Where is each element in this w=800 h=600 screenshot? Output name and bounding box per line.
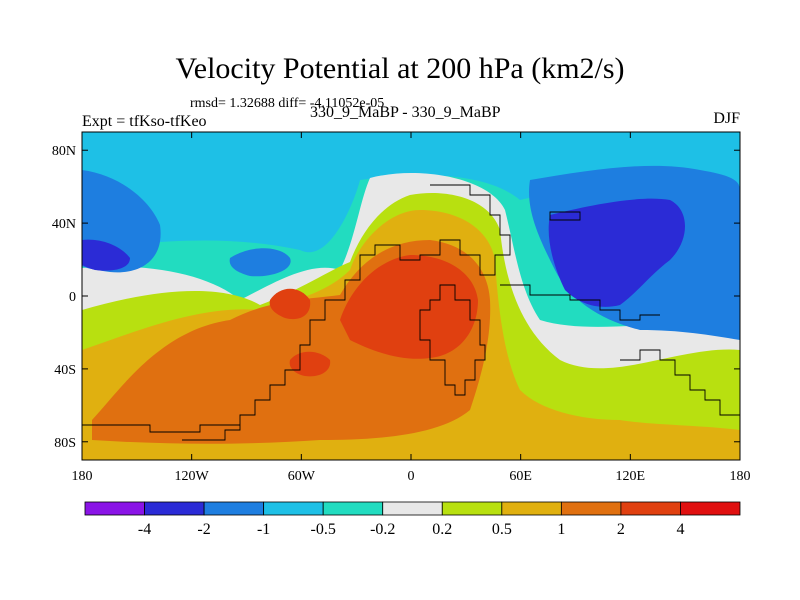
colorbar-label: 1 bbox=[557, 521, 565, 538]
stats-label: rmsd= 1.32688 diff= -4.11052e-05 bbox=[190, 96, 385, 111]
y-tick-label: 40S bbox=[54, 363, 76, 378]
colorbar-swatch bbox=[501, 501, 562, 516]
runs-label: 330_9_MaBP - 330_9_MaBP bbox=[310, 104, 501, 121]
field-central-pacific-core bbox=[82, 239, 130, 271]
colorbar-swatch bbox=[560, 501, 622, 516]
season-label: DJF bbox=[713, 110, 740, 127]
colorbar-swatch bbox=[620, 501, 681, 516]
experiment-label: Expt = tfKso-tfKeo bbox=[82, 113, 207, 130]
y-tick-label: 80N bbox=[52, 144, 76, 159]
coastline-asia bbox=[500, 284, 660, 321]
coastline-americas bbox=[182, 184, 511, 441]
x-tick-label: 60W bbox=[288, 469, 316, 484]
y-tick-label: 0 bbox=[69, 290, 76, 305]
field-west-negative bbox=[229, 248, 291, 277]
colorbar-swatch bbox=[203, 501, 265, 516]
y-tick-label: 80S bbox=[54, 436, 76, 451]
x-tick-label: 180 bbox=[72, 469, 93, 484]
colorbar-label: -0.2 bbox=[370, 521, 395, 538]
colorbar-label: -4 bbox=[138, 521, 151, 538]
x-tick-label: 0 bbox=[408, 469, 415, 484]
colorbar-label: 2 bbox=[617, 521, 625, 538]
colorbar-label: -1 bbox=[257, 521, 270, 538]
y-tick-label: 40N bbox=[52, 217, 76, 232]
colorbar: -4 -2 -1 -0.5 -0.2 0.2 0.5 1 2 4 bbox=[84, 501, 741, 538]
x-tick-label: 60E bbox=[509, 469, 532, 484]
map-field bbox=[82, 132, 740, 460]
field-atlantic-max-west bbox=[269, 288, 311, 320]
chart-title: Velocity Potential at 200 hPa (km2/s) bbox=[175, 52, 625, 85]
coastline-australia bbox=[620, 349, 740, 416]
x-tick-label: 180 bbox=[730, 469, 751, 484]
colorbar-swatch bbox=[263, 501, 324, 516]
colorbar-label: 4 bbox=[676, 521, 684, 538]
colorbar-label: -2 bbox=[197, 521, 210, 538]
colorbar-label: -0.5 bbox=[311, 521, 336, 538]
colorbar-swatch bbox=[84, 501, 145, 516]
coastline-greenland bbox=[549, 211, 581, 221]
x-tick-label: 120W bbox=[175, 469, 210, 484]
colorbar-swatch bbox=[322, 501, 384, 516]
colorbar-label: 0.5 bbox=[492, 521, 512, 538]
colorbar-swatch bbox=[144, 501, 205, 516]
field-atlantic-max bbox=[340, 255, 478, 359]
colorbar-swatch bbox=[680, 501, 741, 516]
field-east-asia-core bbox=[548, 198, 685, 307]
colorbar-swatch bbox=[441, 501, 503, 516]
coastline-africa bbox=[419, 284, 486, 396]
colorbar-swatch bbox=[382, 501, 443, 516]
coastline-south-pacific bbox=[82, 424, 240, 433]
colorbar-label: 0.2 bbox=[432, 521, 452, 538]
x-tick-label: 120E bbox=[616, 469, 646, 484]
axes: 180 120W 60W 0 60E 120E 180 80N 40N 0 40S 80S bbox=[52, 132, 751, 484]
coastlines bbox=[82, 184, 740, 441]
